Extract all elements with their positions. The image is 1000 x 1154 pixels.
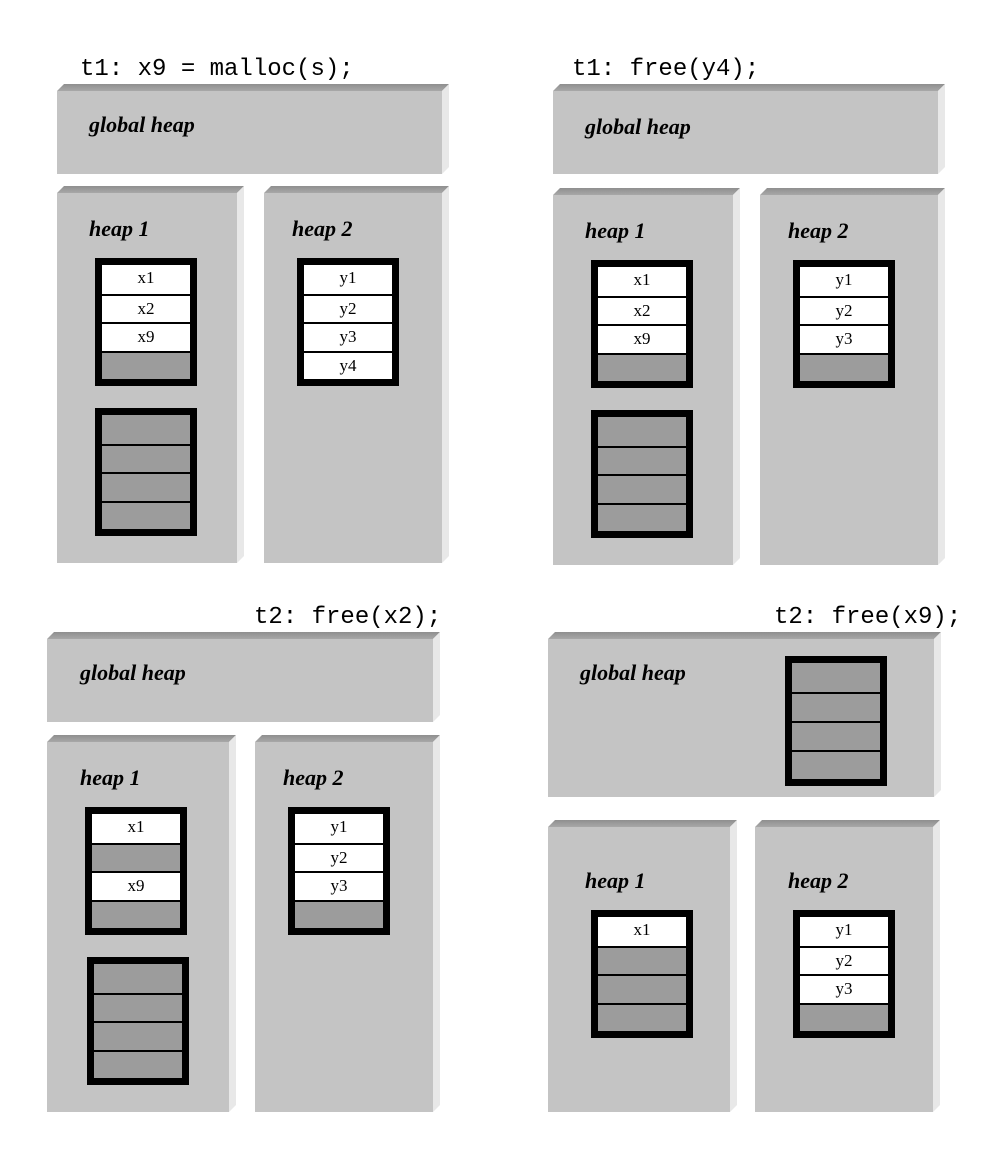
superblock <box>95 408 197 536</box>
allocated-object: x1 <box>92 814 180 843</box>
free-slot <box>598 945 686 974</box>
heap-1-region: heap 1 x1 x2 x9 <box>57 186 244 570</box>
free-slot <box>598 417 686 446</box>
free-slot <box>94 1049 182 1078</box>
heap-2-region: heap 2 y1 y2 y3 <box>255 735 440 1119</box>
allocated-object: y2 <box>304 293 392 322</box>
allocated-object: x1 <box>102 265 190 294</box>
superblock <box>785 656 887 786</box>
free-slot <box>295 899 383 928</box>
free-slot <box>102 350 190 379</box>
free-slot <box>102 472 190 501</box>
heap-1-region: heap 1 x1 x9 <box>47 735 236 1119</box>
allocated-object: y2 <box>800 945 888 974</box>
allocated-object: y1 <box>304 265 392 294</box>
allocated-object: y3 <box>304 322 392 351</box>
superblock: y1 y2 y3 <box>288 807 390 935</box>
global-heap-label: global heap <box>585 114 691 139</box>
step-caption: t1: free(y4); <box>572 56 760 83</box>
free-slot <box>598 502 686 531</box>
global-heap-label: global heap <box>89 112 195 137</box>
heap-2-label: heap 2 <box>788 218 849 243</box>
superblock: x1 x2 x9 <box>95 258 197 386</box>
allocated-object: x9 <box>598 324 686 353</box>
allocated-object: x1 <box>598 267 686 296</box>
free-slot <box>800 352 888 381</box>
heap-2-region: heap 2 y1 y2 y3 y4 <box>264 186 449 570</box>
allocated-object: y1 <box>800 267 888 296</box>
allocated-object: x2 <box>598 295 686 324</box>
free-slot <box>792 663 880 692</box>
step-caption: t2: free(x2); <box>254 604 442 631</box>
allocated-object: y3 <box>800 974 888 1003</box>
heap-2-label: heap 2 <box>283 765 344 790</box>
step-caption: t1: x9 = malloc(s); <box>80 56 354 83</box>
superblock: x1 x2 x9 <box>591 260 693 388</box>
global-heap-label: global heap <box>80 660 186 685</box>
superblock: y1 y2 y3 y4 <box>297 258 399 386</box>
allocated-object: x2 <box>102 293 190 322</box>
free-slot <box>102 443 190 472</box>
free-slot <box>598 974 686 1003</box>
allocated-object: y1 <box>295 814 383 843</box>
free-slot <box>792 692 880 721</box>
free-slot <box>102 500 190 529</box>
superblock: y1 y2 y3 <box>793 910 895 1038</box>
allocated-object: x9 <box>102 322 190 351</box>
global-heap-region: global heap <box>57 84 449 181</box>
superblock: x1 <box>591 910 693 1038</box>
heap-1-label: heap 1 <box>89 216 150 241</box>
free-slot <box>94 964 182 993</box>
allocated-object: y2 <box>295 842 383 871</box>
allocated-object: y1 <box>800 917 888 946</box>
global-heap-region: global heap <box>47 632 440 729</box>
free-slot <box>92 899 180 928</box>
superblock: y1 y2 y3 <box>793 260 895 388</box>
heap-2-label: heap 2 <box>292 216 353 241</box>
allocated-object: y3 <box>800 324 888 353</box>
allocated-object: y3 <box>295 871 383 900</box>
allocated-object: x9 <box>92 871 180 900</box>
global-heap-region: global heap <box>553 84 945 181</box>
superblock <box>591 410 693 538</box>
superblock: x1 x9 <box>85 807 187 935</box>
global-heap-region: global heap <box>548 632 941 804</box>
free-slot <box>102 415 190 444</box>
allocated-object: y2 <box>800 295 888 324</box>
free-slot <box>92 842 180 871</box>
step-caption: t2: free(x9); <box>774 604 962 631</box>
allocated-object: x1 <box>598 917 686 946</box>
free-slot <box>792 750 880 779</box>
heap-2-region: heap 2 y1 y2 y3 <box>755 820 940 1119</box>
free-slot <box>598 474 686 503</box>
heap-2-region: heap 2 y1 y2 y3 <box>760 188 945 572</box>
heap-1-label: heap 1 <box>585 218 646 243</box>
free-slot <box>792 721 880 750</box>
allocated-object: y4 <box>304 350 392 379</box>
heap-1-label: heap 1 <box>585 868 646 893</box>
free-slot <box>94 1021 182 1050</box>
heap-1-region: heap 1 x1 <box>548 820 737 1119</box>
heap-1-region: heap 1 x1 x2 x9 <box>553 188 740 572</box>
superblock <box>87 957 189 1085</box>
free-slot <box>598 1002 686 1031</box>
global-heap-label: global heap <box>580 660 686 685</box>
free-slot <box>94 992 182 1021</box>
free-slot <box>598 445 686 474</box>
heap-1-label: heap 1 <box>80 765 141 790</box>
free-slot <box>800 1002 888 1031</box>
free-slot <box>598 352 686 381</box>
heap-2-label: heap 2 <box>788 868 849 893</box>
